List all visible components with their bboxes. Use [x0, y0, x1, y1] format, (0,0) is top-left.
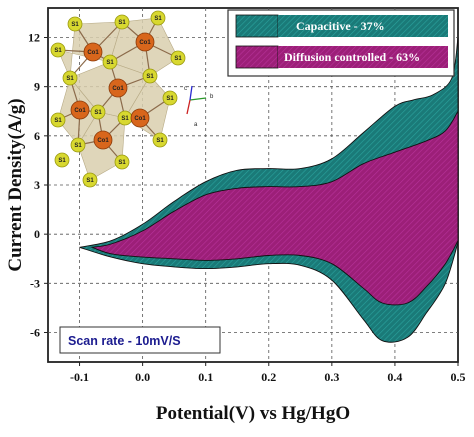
legend-label-diffusion: Diffusion controlled - 63%: [284, 50, 420, 64]
cobalt-atom: [83, 42, 103, 62]
y-axis-title: Current Density(A/g): [5, 98, 26, 271]
sulfur-label: S1: [166, 96, 174, 102]
sulfur-label: S1: [156, 138, 164, 144]
sulfur-atom: [142, 68, 158, 84]
sulfur-label: S1: [66, 76, 74, 82]
sulfur-atom: [50, 112, 66, 128]
y-tick-label: 9: [34, 80, 40, 94]
sulfur-atom: [170, 50, 186, 66]
x-tick-label: 0.3: [324, 370, 339, 384]
sulfur-atom: [70, 137, 86, 153]
cobalt-label: Co1: [97, 138, 109, 144]
sulfur-label: S1: [86, 178, 94, 184]
cobalt-atom: [93, 130, 113, 150]
legend-band-capacitive: [278, 15, 448, 37]
sulfur-atom: [90, 104, 106, 120]
sulfur-label: S1: [71, 22, 79, 28]
legend-swatch-capacitive: [235, 14, 279, 38]
y-tick-label: -6: [30, 326, 40, 340]
x-tick-label: 0.1: [198, 370, 213, 384]
orientation-axis-label: c: [184, 86, 187, 92]
x-tick-label: 0.4: [387, 370, 402, 384]
scan-rate-annotation: Scan rate - 10mV/S: [59, 326, 221, 354]
sulfur-label: S1: [106, 60, 114, 66]
y-tick-label: 0: [34, 227, 40, 241]
legend-band-diffusion: [278, 46, 448, 68]
sulfur-atom: [82, 172, 98, 188]
sulfur-label: S1: [121, 116, 129, 122]
cobalt-label: Co1: [74, 108, 86, 114]
sulfur-label: S1: [54, 118, 62, 124]
y-tick-label: -3: [30, 276, 40, 290]
x-tick-label: 0.5: [451, 370, 466, 384]
tick-labels: -0.1 0.0 0.1 0.2 0.3 0.4 0.5 -6 -3 0 3 6 9 12: [28, 31, 466, 385]
cobalt-label: Co1: [139, 40, 151, 46]
scan-rate-label: Scan rate - 10mV/S: [68, 334, 181, 348]
sulfur-label: S1: [174, 56, 182, 62]
sulfur-label: S1: [94, 110, 102, 116]
legend-swatch-diffusion: [235, 45, 279, 69]
cobalt-atom: [130, 108, 150, 128]
legend: Capacitive - 37% Diffusion controlled - …: [227, 9, 455, 77]
orientation-axis: [189, 85, 193, 101]
sulfur-label: S1: [118, 160, 126, 166]
sulfur-atom: [114, 14, 130, 30]
sulfur-label: S1: [146, 74, 154, 80]
sulfur-label: S1: [54, 48, 62, 54]
sulfur-label: S1: [118, 20, 126, 26]
series-area-diffusion: [90, 109, 459, 306]
orientation-axis: [186, 99, 191, 115]
x-axis-title: Potential(V) vs Hg/HgO: [156, 403, 350, 424]
orientation-axis-label: b: [210, 94, 214, 100]
scan-rate-box: [59, 326, 221, 354]
cobalt-label: Co1: [87, 50, 99, 56]
orientation-axis: [189, 97, 207, 101]
sulfur-atom: [102, 54, 118, 70]
sulfur-atom: [50, 42, 66, 58]
x-tick-label: 0.0: [135, 370, 150, 384]
sulfur-atom: [67, 16, 83, 32]
x-tick-label: -0.1: [70, 370, 89, 384]
sulfur-atom: [62, 70, 78, 86]
orientation-axis-label: a: [194, 122, 198, 128]
sulfur-label: S1: [154, 16, 162, 22]
cobalt-atom: [108, 78, 128, 98]
y-tick-label: 3: [34, 178, 40, 192]
series-areas: [79, 37, 459, 343]
legend-label-capacitive: Capacitive - 37%: [296, 19, 385, 33]
y-tick-label: 6: [34, 129, 40, 143]
sulfur-atom: [162, 90, 178, 106]
cobalt-label: Co1: [112, 86, 124, 92]
cobalt-atom: [70, 100, 90, 120]
sulfur-atom: [114, 154, 130, 170]
sulfur-atom: [152, 132, 168, 148]
sulfur-label: S1: [58, 158, 66, 164]
crystal-structure-inset: S1 S1 S1 S1 S1 S1 S1 S1 S1 S1 S1 S1 S1 S1 S1 S1 S1 Co1 Co1…: [50, 10, 214, 188]
sulfur-atom: [54, 152, 70, 168]
sulfur-label: S1: [74, 143, 82, 149]
sulfur-atom: [150, 10, 166, 26]
y-tick-label: 12: [28, 31, 40, 45]
cobalt-atom: [135, 32, 155, 52]
cobalt-label: Co1: [134, 116, 146, 122]
x-tick-label: 0.2: [261, 370, 276, 384]
